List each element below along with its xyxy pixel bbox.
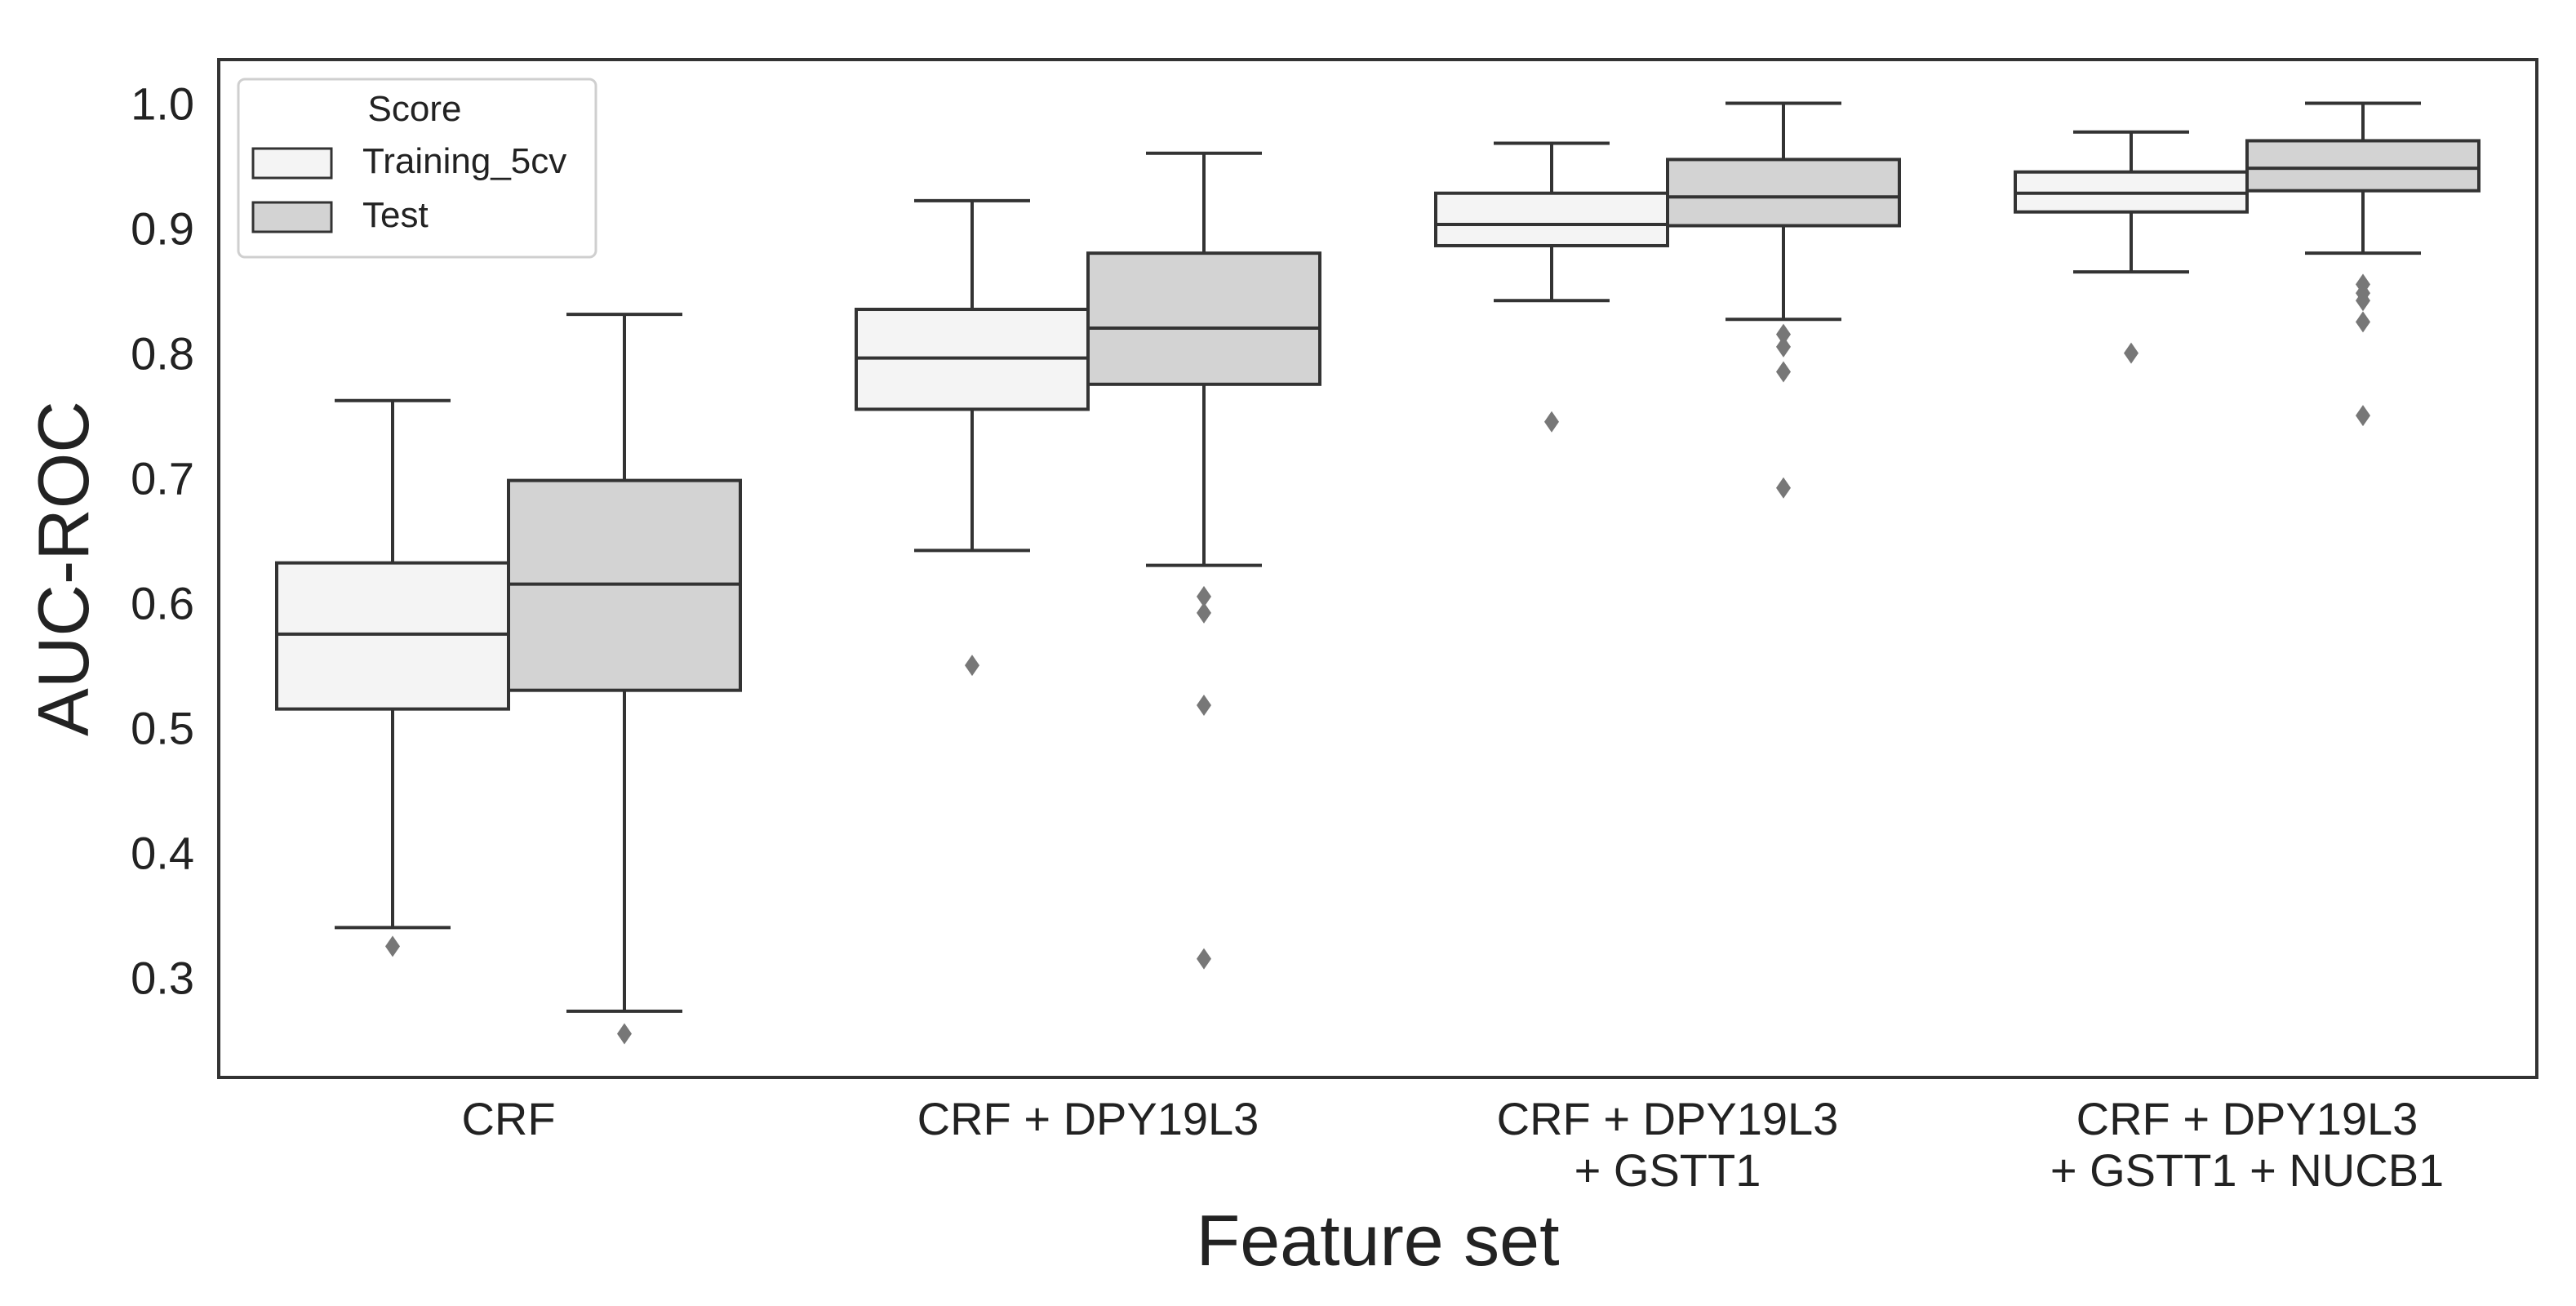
outlier-point bbox=[1776, 477, 1791, 499]
outlier-point bbox=[1197, 948, 1211, 970]
outlier-point bbox=[1197, 585, 1211, 607]
box-training-5cv-3 bbox=[2014, 130, 2249, 364]
outlier-point bbox=[1776, 335, 1791, 358]
outlier-point bbox=[965, 655, 979, 677]
outlier-point bbox=[2356, 405, 2370, 427]
y-tick-label: 1.0 bbox=[131, 78, 194, 130]
box-training-5cv-1 bbox=[855, 198, 1090, 677]
y-tick-label: 0.8 bbox=[131, 328, 194, 380]
box-test-3 bbox=[2245, 101, 2481, 427]
box-test-1 bbox=[1086, 151, 1321, 970]
legend-label-test: Test bbox=[362, 195, 429, 235]
y-tick-label: 0.6 bbox=[131, 578, 194, 629]
plot-frame bbox=[217, 58, 2538, 1079]
legend-swatch-training-5cv bbox=[251, 147, 333, 180]
outlier-point bbox=[2356, 290, 2370, 312]
box-body bbox=[275, 561, 510, 711]
legend: Score Training_5cv Test bbox=[237, 78, 597, 259]
outlier-point bbox=[1544, 411, 1559, 433]
outlier-point bbox=[2356, 311, 2370, 333]
y-tick-label: 0.9 bbox=[131, 203, 194, 255]
outlier-point bbox=[1776, 361, 1791, 383]
legend-title: Score bbox=[368, 89, 462, 129]
outlier-point bbox=[1776, 323, 1791, 345]
x-tick-label: CRF + DPY19L3 bbox=[1497, 1093, 1839, 1144]
outlier-point bbox=[1197, 602, 1211, 624]
box-test-2 bbox=[1666, 101, 1901, 499]
box-body bbox=[1666, 158, 1901, 228]
y-tick-label: 0.3 bbox=[131, 953, 194, 1004]
box-training-5cv-0 bbox=[275, 398, 510, 957]
outlier-point bbox=[2124, 342, 2139, 364]
legend-label-training-5cv: Training_5cv bbox=[362, 141, 566, 181]
box-test-0 bbox=[507, 313, 742, 1045]
outlier-point bbox=[1197, 695, 1211, 717]
box-body bbox=[1434, 191, 1669, 247]
boxes-group bbox=[275, 101, 2481, 1045]
outlier-point bbox=[385, 935, 400, 957]
box-training-5cv-2 bbox=[1434, 141, 1669, 433]
y-tick-label: 0.4 bbox=[131, 828, 194, 879]
x-tick-label: CRF bbox=[461, 1093, 555, 1144]
x-tick-label: CRF + DPY19L3 bbox=[917, 1093, 1259, 1144]
y-tick-label: 0.7 bbox=[131, 453, 194, 504]
y-tick-label: 0.5 bbox=[131, 703, 194, 754]
box-body bbox=[2245, 139, 2481, 193]
box-body bbox=[1086, 251, 1321, 386]
x-tick-label: + GSTT1 + NUCB1 bbox=[2050, 1144, 2444, 1196]
x-tick-label: CRF + DPY19L3 bbox=[2076, 1093, 2418, 1144]
y-axis-label: AUC-ROC bbox=[23, 401, 104, 736]
legend-swatch-test bbox=[251, 201, 333, 233]
x-tick-label: + GSTT1 bbox=[1574, 1144, 1761, 1196]
outlier-point bbox=[617, 1023, 632, 1045]
x-axis-label: Feature set bbox=[1196, 1200, 1559, 1281]
